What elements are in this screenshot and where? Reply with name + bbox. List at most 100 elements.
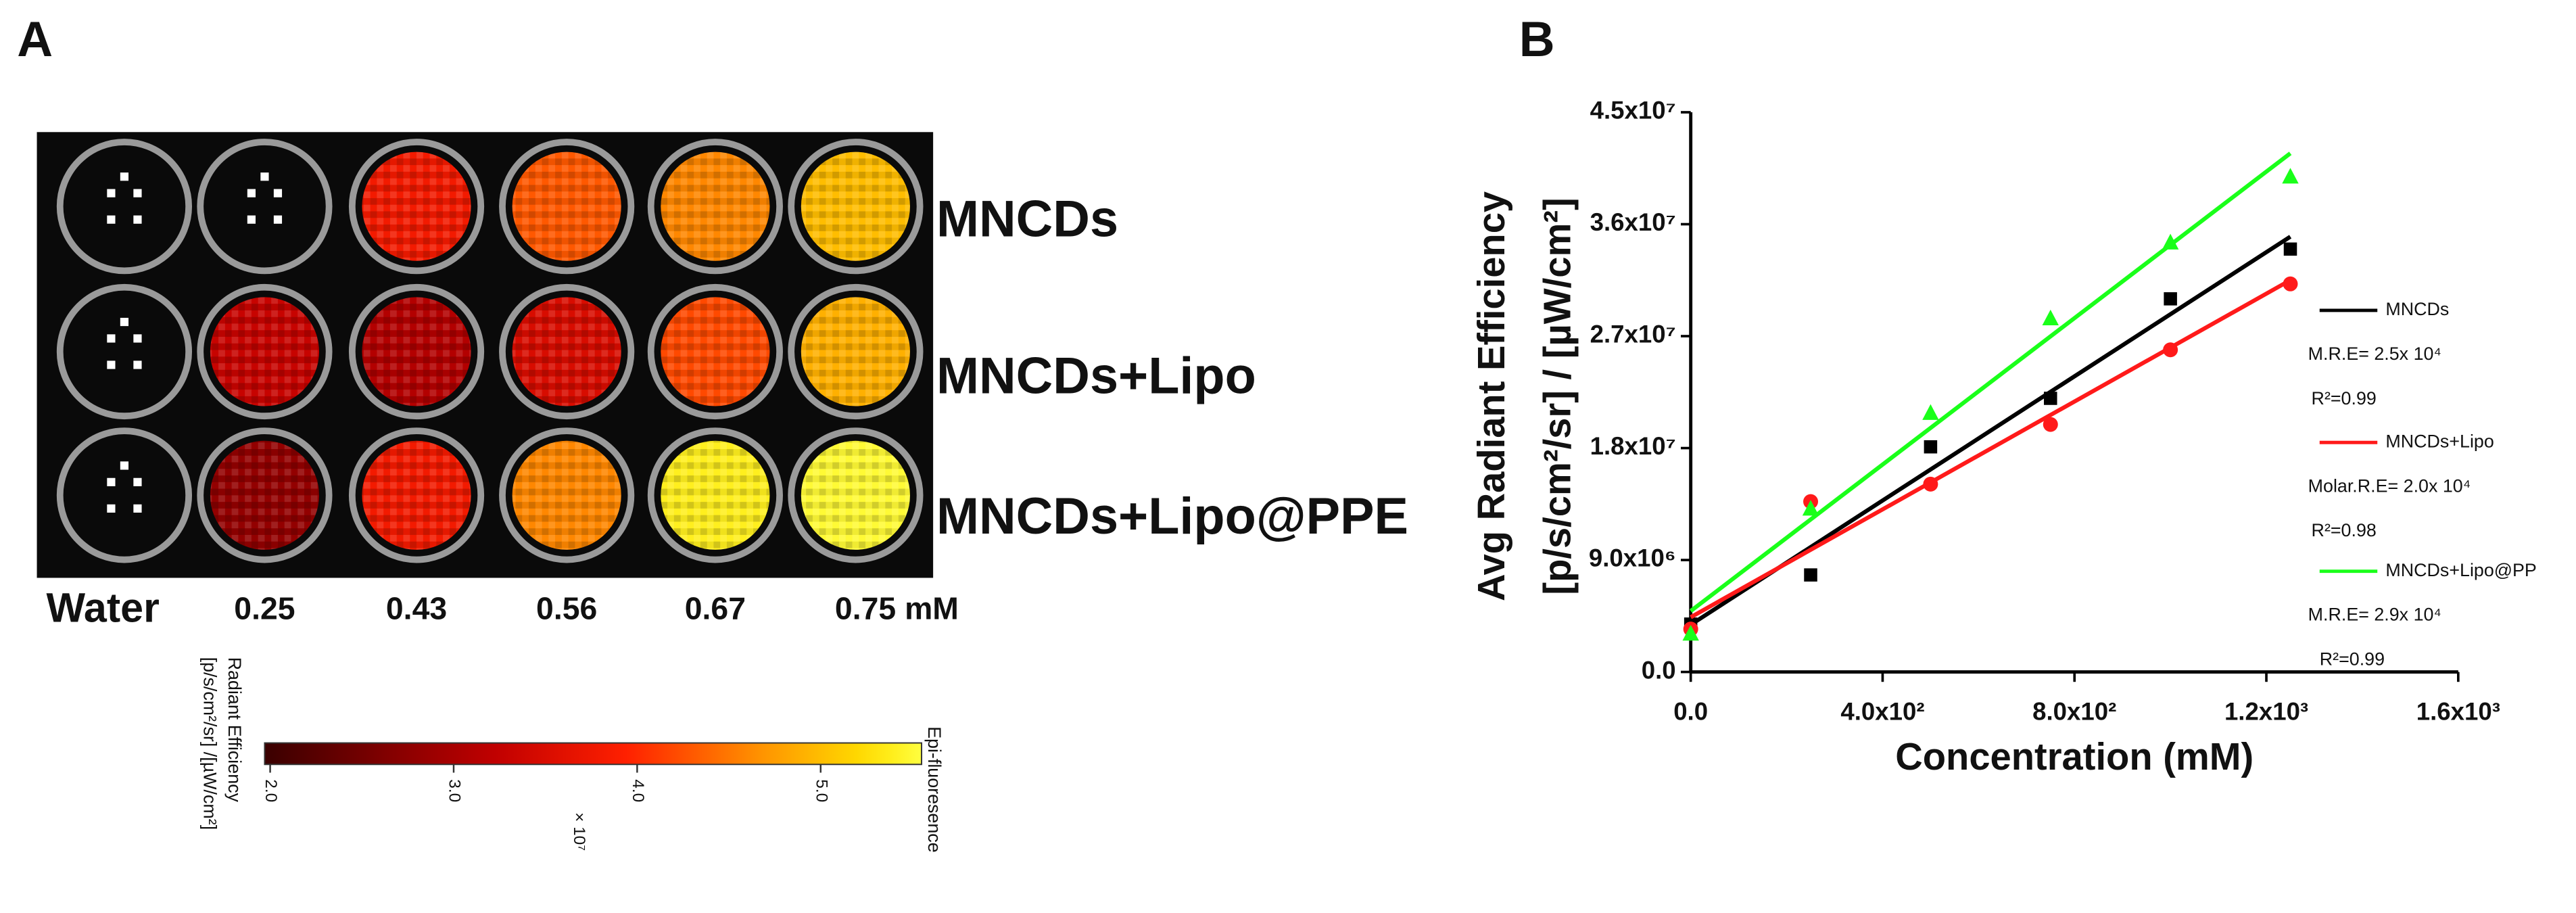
- x-tick-label: 1.2x10³: [2224, 697, 2308, 725]
- well-dot: [133, 189, 142, 197]
- well-dot: [260, 172, 269, 181]
- well-dot: [247, 189, 256, 197]
- data-point: [2163, 342, 2178, 358]
- well-rim: [499, 139, 635, 275]
- data-point: [2043, 417, 2058, 432]
- well-rim: [348, 427, 485, 563]
- well-rim: [499, 427, 635, 563]
- data-point: [2162, 233, 2179, 250]
- well-dot: [107, 477, 116, 486]
- plate-image: [37, 132, 934, 578]
- legend-annotation: R²=0.98: [2312, 520, 2377, 540]
- column-label: 0.75 mM: [835, 591, 959, 626]
- colorbar-tick-label: 3.0: [446, 779, 464, 802]
- well-texture: [801, 440, 910, 550]
- well-dot: [133, 215, 142, 224]
- y-tick-label: 1.8x10⁷: [1590, 432, 1676, 460]
- data-point: [2042, 309, 2059, 326]
- legend-annotation: M.R.E= 2.5x 10⁴: [2308, 344, 2441, 364]
- row-label: MNCDs+Lipo@PPE: [936, 488, 1408, 545]
- fit-line: [1690, 278, 2292, 619]
- fit-line: [1689, 151, 2292, 613]
- well-rim: [788, 139, 924, 275]
- legend-label: MNCDs+Lipo@PP: [2385, 560, 2536, 580]
- well-dot: [107, 360, 116, 369]
- well-dot: [120, 461, 129, 470]
- panel-label: A: [17, 11, 53, 67]
- well-dot: [107, 215, 116, 224]
- well-texture: [661, 151, 770, 261]
- legend-label: MNCDs: [2385, 299, 2449, 319]
- well-texture: [362, 297, 471, 406]
- well-dot: [107, 504, 116, 513]
- y-tick-label: 2.7x10⁷: [1590, 321, 1676, 348]
- well-rim: [56, 139, 193, 275]
- well-rim: [56, 283, 193, 420]
- x-tick-label: 4.0x10²: [1840, 697, 1924, 725]
- x-tick-label: 0.0: [1673, 697, 1708, 725]
- data-point: [1682, 625, 1699, 641]
- panel-label: B: [1519, 11, 1555, 67]
- well-rim: [348, 139, 485, 275]
- colorbar-tick-label: 4.0: [629, 779, 647, 802]
- data-point: [2282, 168, 2299, 184]
- colorbar-units: [p/s/cm²/sr] /[µW/cm²]: [199, 657, 220, 830]
- colorbar: [264, 742, 923, 766]
- x-tick-label: 8.0x10²: [2032, 697, 2116, 725]
- y-tick-label: 4.5x10⁷: [1590, 97, 1676, 124]
- well-texture: [210, 440, 319, 550]
- data-point: [1802, 500, 1819, 516]
- data-point: [2283, 276, 2298, 291]
- y-tick-label: 9.0x10⁶: [1589, 544, 1676, 572]
- y-tick-label: 0.0: [1642, 656, 1676, 684]
- well-rim: [499, 283, 635, 420]
- well-texture: [512, 440, 621, 550]
- well-rim: [788, 427, 924, 563]
- data-point: [1924, 440, 1938, 454]
- well-rim: [197, 139, 333, 275]
- data-point: [2164, 292, 2177, 306]
- well-dot: [247, 215, 256, 224]
- well-dot: [107, 189, 116, 197]
- well-rim: [647, 283, 783, 420]
- column-label: Water: [47, 584, 160, 630]
- well-texture: [801, 297, 910, 406]
- y-tick-label: 3.6x10⁷: [1590, 208, 1676, 236]
- legend-annotation: M.R.E= 2.9x 10⁴: [2308, 605, 2441, 625]
- legend-label: MNCDs+Lipo: [2385, 431, 2494, 451]
- well-rim: [788, 283, 924, 420]
- well-dot: [107, 334, 116, 343]
- legend-annotation: Molar.R.E= 2.0x 10⁴: [2308, 475, 2471, 496]
- data-point: [2283, 242, 2297, 256]
- well-dot: [120, 172, 129, 181]
- well-texture: [362, 440, 471, 550]
- well-rim: [56, 427, 193, 563]
- data-point: [1923, 476, 1938, 492]
- well-dot: [133, 334, 142, 343]
- data-point: [1922, 404, 1939, 420]
- well-dot: [133, 477, 142, 486]
- colorbar-tick-label: 5.0: [812, 779, 830, 802]
- well-texture: [512, 151, 621, 261]
- well-texture: [661, 297, 770, 406]
- column-label: 0.56: [536, 591, 597, 626]
- well-dot: [133, 360, 142, 369]
- well-dot: [273, 215, 283, 224]
- well-texture: [512, 297, 621, 406]
- well-texture: [801, 151, 910, 261]
- x-tick-label: 1.6x10³: [2416, 697, 2500, 725]
- well-dot: [120, 317, 129, 327]
- legend-annotation: R²=0.99: [2312, 388, 2377, 408]
- well-dot: [133, 504, 142, 513]
- colorbar-caption: Epi-fluoresence: [924, 726, 945, 853]
- well-rim: [647, 427, 783, 563]
- well-rim: [197, 283, 333, 420]
- y-axis-title: Avg Radiant Efficiency: [1470, 191, 1512, 601]
- well-rim: [348, 283, 485, 420]
- well-texture: [362, 151, 471, 261]
- column-label: 0.43: [386, 591, 447, 626]
- row-label: MNCDs: [936, 191, 1118, 248]
- column-label: 0.25: [234, 591, 295, 626]
